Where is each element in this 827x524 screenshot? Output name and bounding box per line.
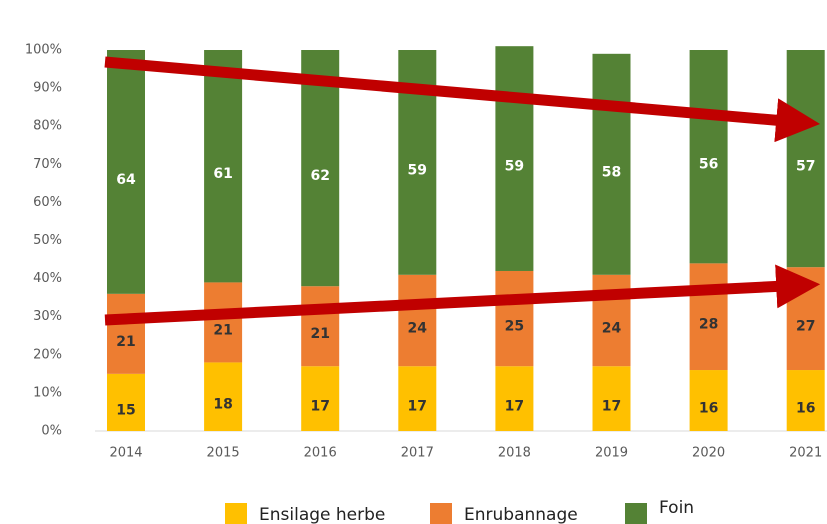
x-tick-label: 2020 bbox=[692, 446, 725, 461]
legend-label: Ensilage herbe bbox=[259, 505, 385, 524]
data-label: 17 bbox=[505, 399, 524, 415]
x-tick-label: 2018 bbox=[498, 446, 531, 461]
data-label: 21 bbox=[116, 334, 135, 350]
bar-segment bbox=[495, 366, 534, 431]
data-label: 59 bbox=[505, 159, 524, 175]
trend-arrow bbox=[104, 264, 821, 326]
data-label: 16 bbox=[796, 401, 815, 417]
data-label: 17 bbox=[310, 399, 329, 415]
bar-segment bbox=[398, 366, 437, 431]
legend-swatch bbox=[625, 503, 647, 524]
bar-segment bbox=[689, 370, 728, 431]
y-tick-label: 40% bbox=[33, 271, 62, 286]
data-label: 17 bbox=[408, 399, 427, 415]
data-label: 17 bbox=[602, 399, 621, 415]
x-tick-label: 2014 bbox=[109, 446, 142, 461]
y-tick-label: 10% bbox=[33, 385, 62, 400]
y-tick-label: 50% bbox=[33, 233, 62, 248]
data-label: 15 bbox=[116, 402, 135, 418]
legend-label: Enrubannage bbox=[464, 505, 578, 524]
bar-segment bbox=[301, 50, 340, 287]
data-label: 24 bbox=[408, 321, 428, 337]
bar-segment bbox=[689, 50, 728, 264]
y-tick-label: 30% bbox=[33, 309, 62, 324]
bar-segment bbox=[107, 50, 145, 294]
bar-segment bbox=[592, 366, 631, 431]
bar-segment bbox=[495, 46, 534, 271]
data-label: 62 bbox=[310, 168, 329, 184]
y-tick-label: 20% bbox=[33, 347, 62, 362]
plot-area: 0% 10% 20% 30% 40% 50% 60% 70% 80% 90% 100% 2014 15 2… bbox=[25, 43, 827, 524]
x-tick-label: 2019 bbox=[595, 446, 628, 461]
legend-label: Foin bbox=[659, 498, 694, 518]
y-tick-label: 90% bbox=[33, 81, 62, 96]
data-label: 18 bbox=[213, 397, 232, 413]
y-tick-label: 0% bbox=[41, 424, 62, 439]
bar-segment bbox=[786, 50, 825, 268]
bar-segment bbox=[592, 53, 631, 275]
bar-segment bbox=[301, 366, 340, 431]
x-tick-label: 2016 bbox=[304, 446, 337, 461]
data-label: 27 bbox=[796, 319, 815, 335]
y-tick-label: 100% bbox=[25, 43, 62, 58]
x-tick-label: 2015 bbox=[207, 446, 240, 461]
bar-segment bbox=[398, 274, 437, 367]
data-label: 28 bbox=[699, 317, 718, 333]
bar-segment bbox=[107, 293, 145, 374]
bar-segment bbox=[204, 282, 243, 363]
bar-segment bbox=[495, 270, 534, 367]
data-label: 56 bbox=[699, 157, 718, 173]
legend-swatch bbox=[430, 503, 452, 524]
bar-segment bbox=[689, 263, 728, 371]
data-label: 59 bbox=[408, 162, 427, 178]
data-label: 25 bbox=[505, 319, 524, 335]
data-label: 64 bbox=[116, 172, 136, 188]
y-tick-label: 70% bbox=[33, 157, 62, 172]
bar-segment bbox=[107, 373, 145, 431]
legend-swatch bbox=[225, 503, 247, 524]
y-tick-label: 60% bbox=[33, 195, 62, 210]
bar-segment bbox=[204, 50, 243, 283]
bar-segment bbox=[301, 286, 340, 367]
data-label: 24 bbox=[602, 321, 622, 337]
bar-segment bbox=[204, 362, 243, 431]
y-tick-label: 80% bbox=[33, 119, 62, 134]
data-label: 61 bbox=[213, 166, 232, 182]
x-tick-label: 2021 bbox=[789, 446, 822, 461]
data-label: 21 bbox=[310, 326, 329, 342]
bar-segment bbox=[786, 370, 825, 431]
data-label: 21 bbox=[213, 322, 232, 338]
data-label: 57 bbox=[796, 159, 815, 175]
data-label: 58 bbox=[602, 164, 621, 180]
data-label: 16 bbox=[699, 401, 718, 417]
trend-arrow bbox=[104, 56, 821, 143]
x-tick-label: 2017 bbox=[401, 446, 434, 461]
